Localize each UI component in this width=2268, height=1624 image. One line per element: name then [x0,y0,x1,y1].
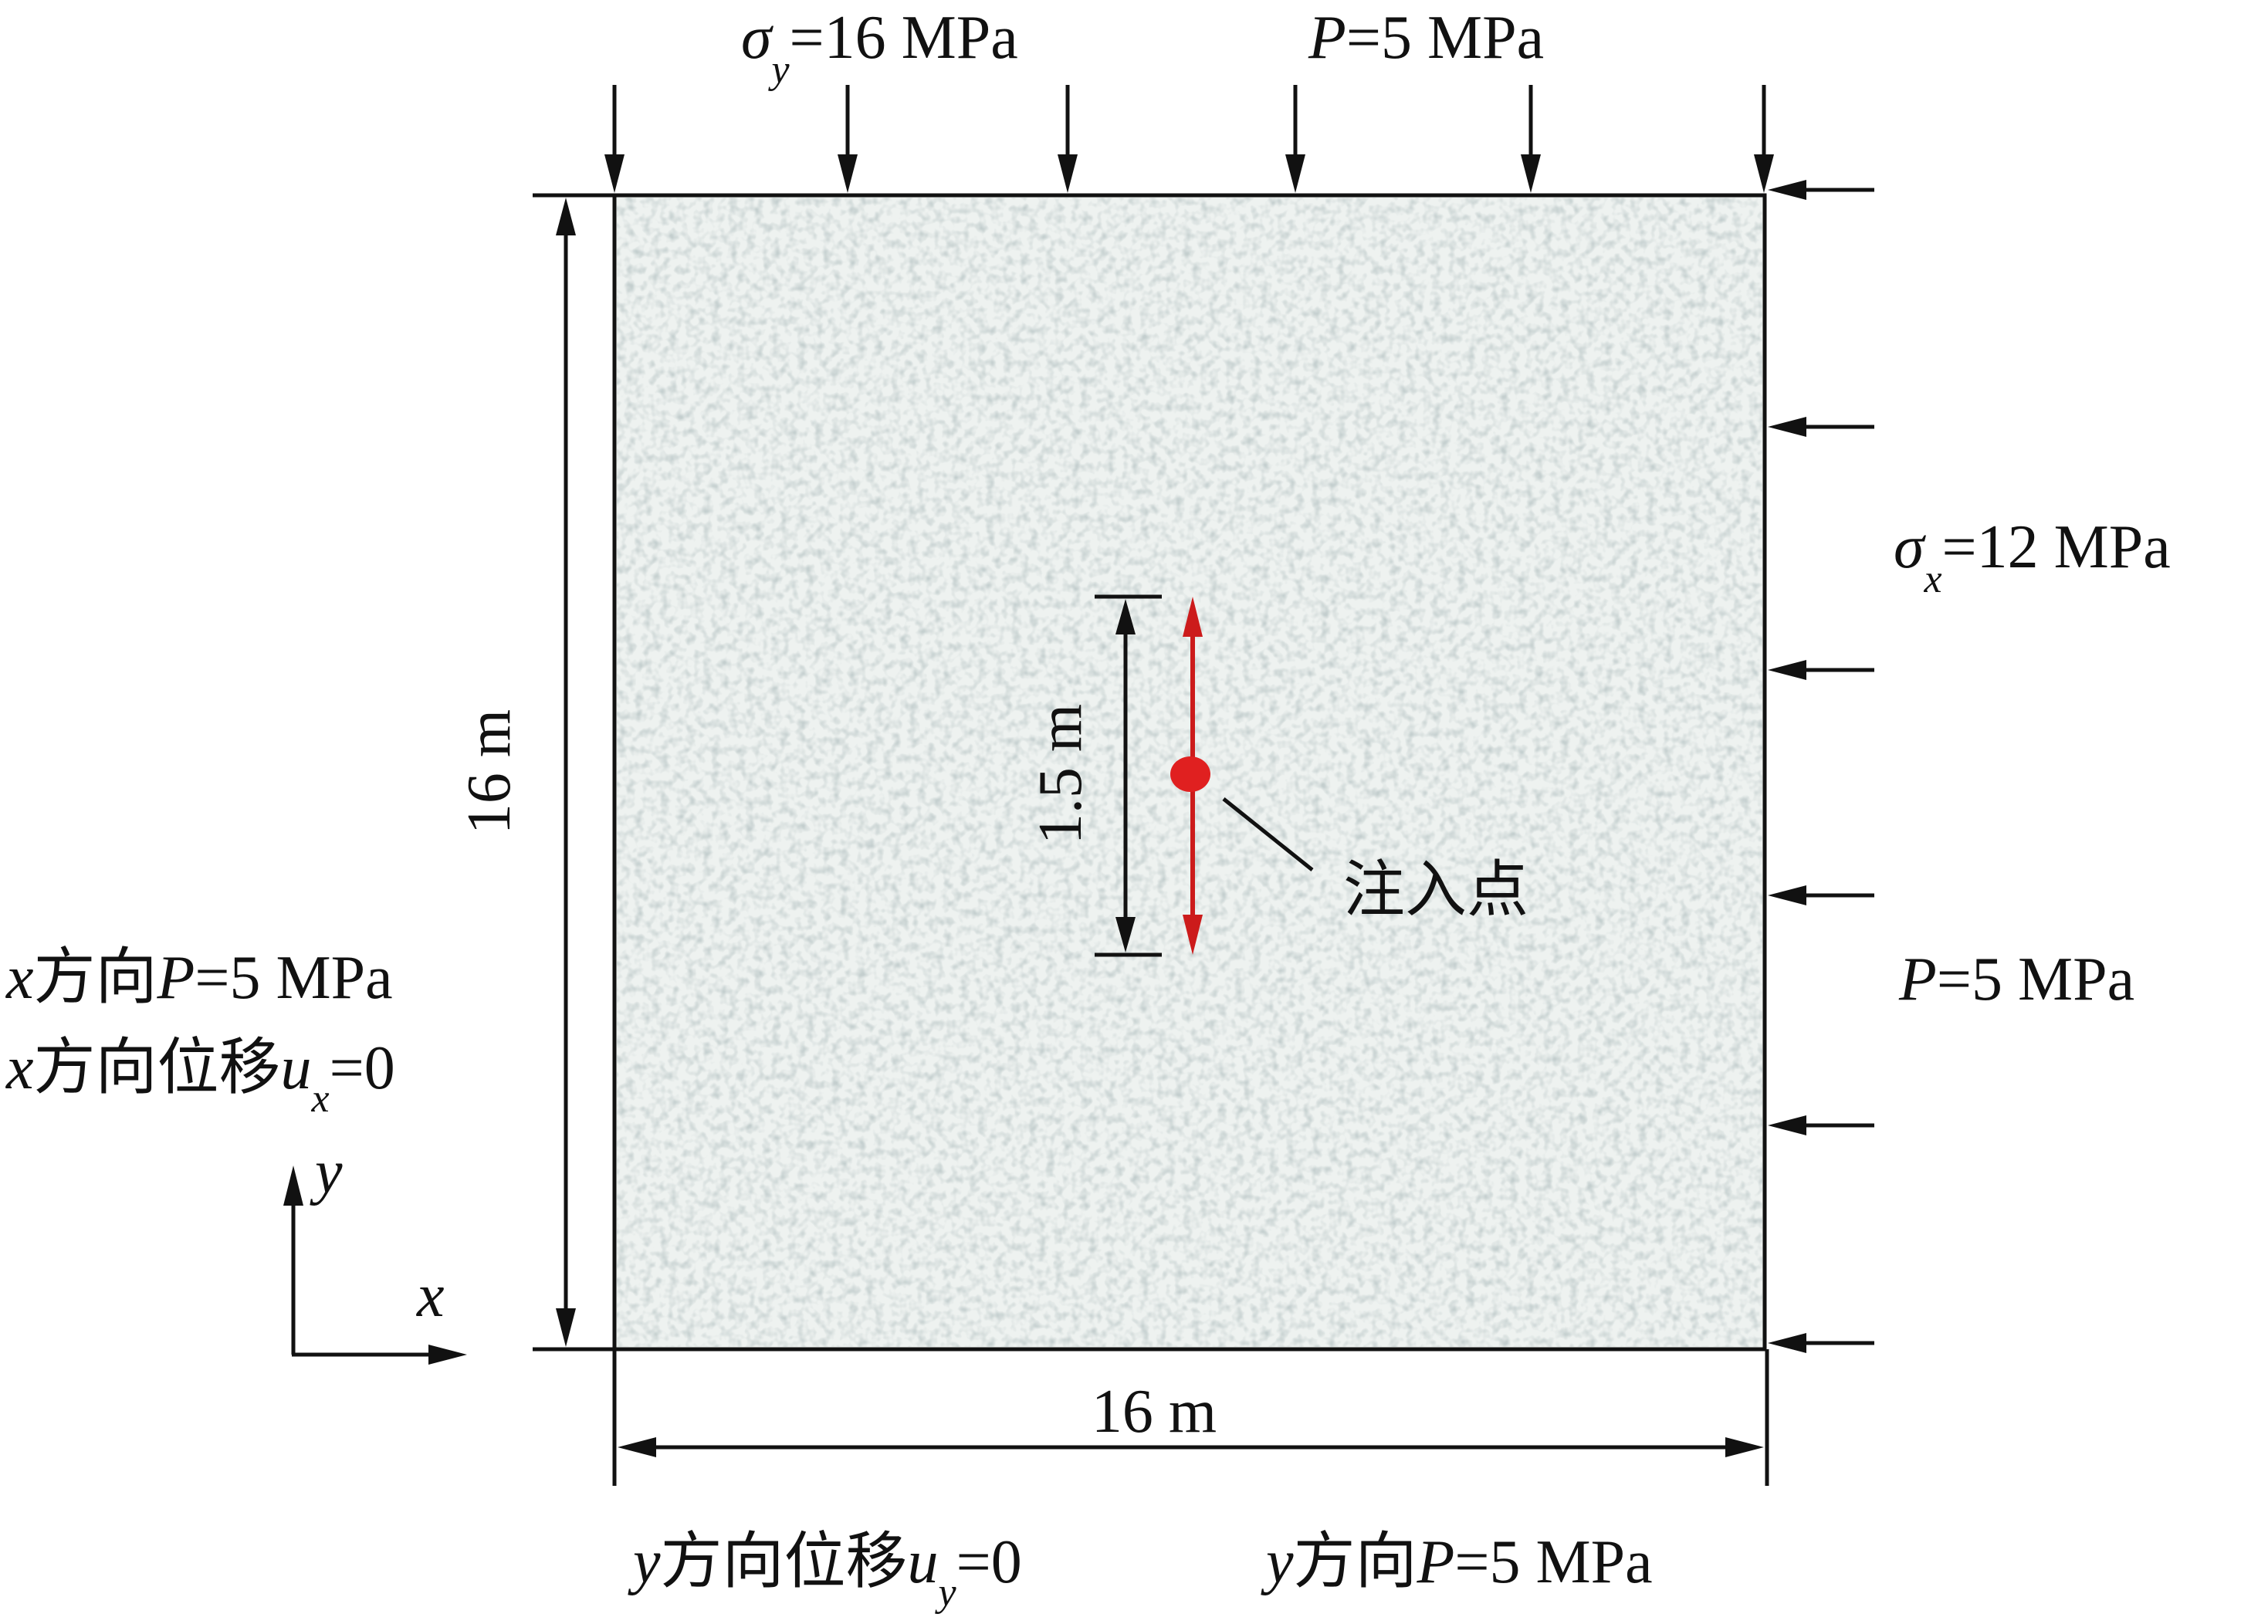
left-boundary-line1: x方向P=5 MPa [5,944,393,1012]
top-arrow-1-head [604,154,625,193]
right-load-arrows [1768,180,1874,1353]
right-arrow-4-head [1768,885,1806,905]
right-arrow-5-head [1768,1115,1806,1135]
axis-x-label: x [416,1262,445,1330]
coordinate-axes [283,1166,467,1365]
bottom-boundary-line1: y方向位移uy=0 [628,1528,1022,1615]
left-boundary-line2: x方向位移ux=0 [5,1034,395,1121]
top-load-arrows [604,85,1774,193]
crack-length-label: 1.5 m [1027,704,1095,844]
injection-point-dot [1170,756,1210,792]
left-dim-head-bottom [556,1308,576,1347]
right-arrow-3-head [1768,660,1806,680]
injection-leader-line [1222,797,1314,871]
right-arrow-2-head [1768,417,1806,437]
initial-crack [1170,597,1210,955]
top-arrow-4-head [1285,154,1305,193]
crack-dim-head-top [1115,599,1136,634]
top-arrow-5-head [1521,154,1541,193]
bottom-width-dimension [612,1349,1769,1486]
top-sigma-y-label: σy=16 MPa [741,4,1018,92]
bottom-width-label: 16 m [1092,1378,1217,1446]
left-ux-subscript: x [311,1077,330,1121]
right-sigma-x-subscript: x [1923,557,1941,601]
right-sigma-x-label: σx=12 MPa [1894,513,2171,601]
bottom-dim-head-left [618,1437,656,1457]
rock-domain-border [612,193,1767,1352]
axis-y-label: y [310,1138,343,1206]
crack-length-dimension [1095,594,1162,957]
top-pressure-label: P=5 MPa [1308,4,1544,72]
top-arrow-2-head [838,154,858,193]
crack-head-bottom [1183,915,1203,955]
right-pressure-label: P=5 MPa [1898,946,2134,1013]
top-arrow-3-head [1058,154,1078,193]
injection-point-label: 注入点 [1343,857,1528,925]
top-arrow-6-head [1754,154,1774,193]
bottom-dim-head-right [1725,1437,1764,1457]
bottom-uy-subscript: y [935,1571,957,1615]
right-arrow-1-head [1768,180,1806,200]
bottom-boundary-line2: y方向P=5 MPa [1261,1528,1653,1596]
right-arrow-6-head [1768,1333,1806,1353]
axis-y-head [283,1166,303,1206]
top-sigma-y-subscript: y [767,48,790,92]
axis-x-head [428,1345,467,1365]
left-height-dimension [533,193,614,1352]
crack-head-top [1183,597,1203,637]
crack-dim-head-bottom [1115,917,1136,952]
left-height-label: 16 m [455,709,523,834]
left-dim-head-top [556,198,576,235]
